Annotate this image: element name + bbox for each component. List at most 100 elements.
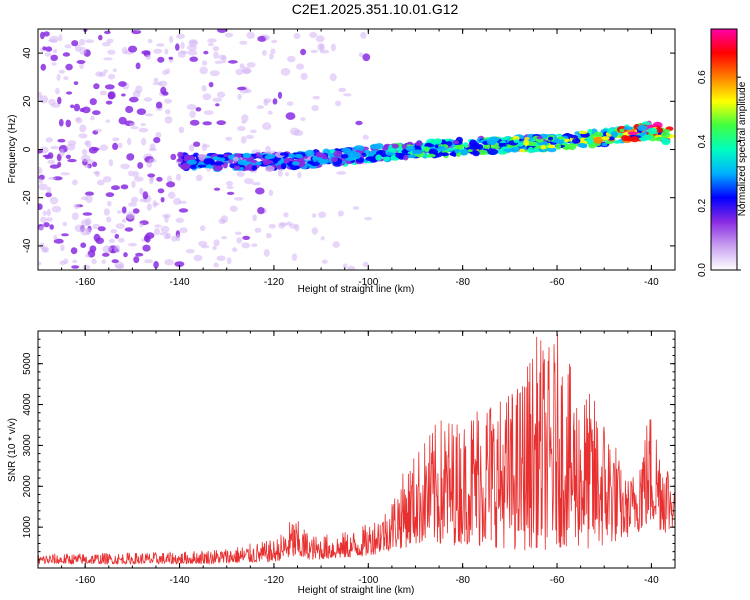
heatmap-cell — [203, 158, 210, 165]
heatmap-cell — [175, 217, 184, 223]
heatmap-cell — [102, 252, 110, 257]
heatmap-cell — [64, 44, 72, 49]
heatmap-cell — [213, 239, 220, 247]
heatmap-cell — [240, 136, 247, 144]
heatmap-cell — [138, 127, 149, 133]
heatmap-cell — [80, 228, 90, 236]
heatmap-cell — [213, 262, 219, 268]
heatmap-cell — [82, 106, 91, 114]
heatmap-cell — [516, 142, 525, 147]
heatmap-cell — [226, 186, 234, 189]
heatmap-cell — [401, 143, 408, 149]
heatmap-cell — [104, 84, 115, 90]
spectrogram-x-ticks: -160 -140 -120 -100 -80 -60 -40 — [37, 29, 676, 288]
y-tick-label: 20 — [22, 95, 33, 107]
snr-x-axis-label: Height of straight line (km) — [298, 585, 415, 596]
y-tick-label: 40 — [22, 47, 33, 59]
heatmap-cell — [101, 259, 106, 264]
heatmap-cell — [133, 256, 140, 264]
heatmap-cell — [330, 156, 338, 163]
heatmap-cell — [321, 153, 328, 161]
heatmap-cell — [213, 187, 221, 191]
heatmap-cell — [155, 101, 163, 109]
heatmap-cell — [277, 169, 283, 177]
heatmap-cell — [126, 211, 136, 220]
heatmap-cell — [218, 54, 227, 60]
heatmap-cell — [71, 212, 79, 221]
heatmap-cell — [102, 176, 112, 183]
heatmap-cell — [252, 214, 257, 222]
heatmap-cell — [95, 71, 103, 77]
heatmap-cell — [53, 238, 64, 244]
heatmap-cell — [128, 45, 138, 53]
heatmap-cell — [103, 208, 110, 216]
heatmap-cell — [94, 128, 103, 132]
heatmap-cell — [108, 73, 116, 80]
heatmap-cell — [163, 235, 170, 240]
heatmap-cell — [166, 181, 176, 188]
heatmap-cell — [102, 245, 112, 254]
heatmap-cell — [403, 154, 409, 161]
x-tick-label: -100 — [358, 277, 378, 288]
heatmap-cell — [236, 237, 243, 244]
heatmap-cell — [352, 206, 360, 210]
heatmap-cell — [128, 202, 137, 207]
heatmap-cell — [38, 261, 42, 266]
heatmap-cell — [375, 154, 382, 161]
heatmap-cell — [186, 159, 197, 165]
heatmap-cell — [562, 146, 571, 150]
heatmap-cell — [193, 254, 203, 262]
heatmap-cell — [170, 153, 177, 161]
heatmap-cell — [156, 43, 165, 47]
heatmap-cell — [262, 122, 272, 131]
x-tick-label: -140 — [170, 575, 190, 586]
spectrogram-panel: -160 -140 -120 -100 -80 -60 -40 -40 -20 0 20 40 He… — [7, 28, 676, 295]
heatmap-cell — [51, 62, 57, 66]
heatmap-cell — [120, 163, 130, 170]
colorbar-tick-label: 0.0 — [697, 263, 708, 277]
figure-title: C2E1.2025.351.10.01.G12 — [292, 1, 459, 17]
heatmap-cell — [123, 252, 128, 258]
heatmap-cell — [152, 81, 163, 86]
heatmap-cell — [60, 244, 65, 252]
heatmap-cell — [127, 137, 132, 146]
heatmap-cell — [175, 173, 182, 181]
heatmap-cell — [288, 153, 296, 159]
heatmap-cell — [165, 109, 171, 115]
heatmap-cell — [265, 165, 275, 172]
heatmap-cell — [40, 63, 47, 71]
heatmap-cell — [321, 259, 328, 264]
heatmap-cell — [337, 210, 344, 217]
heatmap-cell — [454, 149, 460, 154]
heatmap-cell — [139, 187, 144, 195]
heatmap-cell — [92, 110, 101, 116]
heatmap-cell — [43, 222, 50, 228]
heatmap-cell — [38, 203, 43, 210]
heatmap-cell — [45, 46, 53, 52]
heatmap-cell — [177, 50, 186, 58]
heatmap-cell — [329, 73, 337, 82]
heatmap-cell — [241, 114, 249, 123]
heatmap-cell — [145, 54, 152, 60]
heatmap-cell — [208, 81, 214, 88]
heatmap-cell — [82, 212, 93, 216]
heatmap-cell — [153, 48, 163, 54]
heatmap-cell — [213, 51, 219, 59]
heatmap-cell — [164, 48, 169, 55]
heatmap-cell — [164, 215, 169, 223]
heatmap-cell — [226, 257, 232, 265]
heatmap-cell — [286, 101, 294, 106]
heatmap-cell — [244, 153, 252, 158]
heatmap-cell — [97, 226, 106, 232]
heatmap-cell — [132, 208, 140, 214]
heatmap-cell — [112, 137, 120, 142]
heatmap-cell — [619, 128, 625, 133]
heatmap-cell — [362, 134, 369, 140]
heatmap-cell — [198, 164, 207, 168]
x-tick-label: -120 — [264, 277, 284, 288]
heatmap-cell — [117, 237, 125, 243]
heatmap-cell — [91, 258, 97, 265]
heatmap-cell — [454, 144, 464, 150]
x-tick-label: -60 — [550, 277, 565, 288]
heatmap-cell — [66, 143, 76, 151]
